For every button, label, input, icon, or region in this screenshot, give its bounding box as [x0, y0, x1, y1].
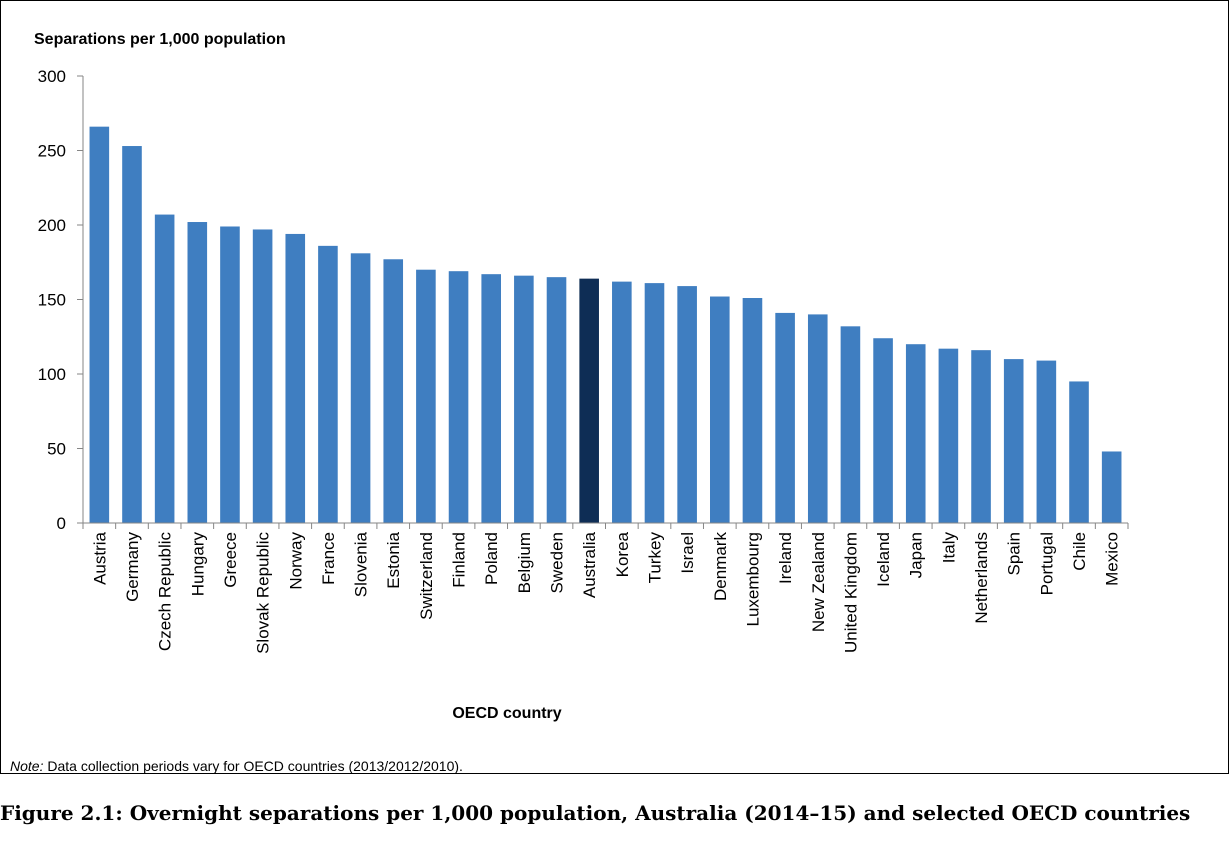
y-tick-label: 300	[38, 67, 66, 86]
bar-greece	[220, 226, 240, 524]
bar-switzerland	[416, 269, 436, 523]
x-tick-label: Ireland	[776, 532, 795, 584]
bar-belgium	[514, 275, 534, 523]
x-tick-label: Slovak Republic	[254, 532, 273, 654]
bar-norway	[285, 233, 306, 523]
bar-denmark	[710, 296, 730, 523]
x-tick-label: Austria	[90, 531, 109, 584]
chart-note: Note: Data collection periods vary for O…	[10, 758, 463, 774]
x-tick-label: Belgium	[515, 532, 534, 593]
bar-sweden	[546, 277, 567, 523]
y-tick-label: 0	[57, 514, 66, 533]
bar-czech-republic	[154, 214, 175, 523]
bar-hungary	[187, 222, 208, 523]
chart-frame: Separations per 1,000 population 0 50 100 1…	[0, 0, 1229, 774]
y-tick-label: 200	[38, 216, 66, 235]
x-tick-label: Japan	[907, 532, 926, 578]
x-tick-label: Korea	[613, 531, 632, 577]
bar-italy	[938, 348, 959, 523]
y-axis: 0 50 100 150 200 250 300	[38, 67, 84, 533]
x-axis-title: OECD country	[452, 705, 561, 722]
bar-japan	[905, 344, 926, 523]
bar-portugal	[1036, 360, 1057, 523]
bar-australia	[579, 278, 599, 523]
x-tick-label: Israel	[678, 532, 697, 574]
x-tick-label: New Zealand	[809, 532, 828, 632]
note-text: Data collection periods vary for OECD co…	[43, 758, 463, 774]
x-tick-label: Denmark	[711, 532, 730, 601]
x-tick-label: Iceland	[874, 532, 893, 587]
y-tick-label: 150	[38, 291, 66, 310]
bar-chart: Separations per 1,000 population 0 50 100 1…	[34, 31, 1129, 722]
x-tick-label: Czech Republic	[156, 532, 175, 652]
x-tick-label: Sweden	[548, 532, 567, 593]
x-tick-label: Netherlands	[972, 532, 991, 624]
bar-estonia	[383, 259, 404, 523]
x-tick-label: Italy	[939, 532, 958, 564]
x-tick-label: Luxembourg	[743, 532, 762, 627]
x-axis: Austria Germany Czech Republic Hungary Greec…	[82, 522, 1129, 654]
bar-slovenia	[350, 253, 371, 523]
bar-finland	[448, 271, 469, 523]
bar-netherlands	[971, 350, 991, 523]
bar-iceland	[873, 338, 893, 523]
x-tick-label: Hungary	[188, 532, 207, 597]
x-tick-label: Spain	[1005, 532, 1024, 575]
bar-chile	[1069, 381, 1089, 523]
bar-turkey	[644, 283, 665, 523]
x-tick-label: United Kingdom	[841, 532, 860, 653]
x-tick-label: Chile	[1070, 532, 1089, 571]
x-tick-label: Finland	[450, 532, 469, 588]
x-tick-label: Poland	[482, 532, 501, 585]
bar-austria	[89, 126, 110, 523]
bar-israel	[677, 286, 697, 523]
bar-new-zealand	[807, 314, 828, 523]
bar-poland	[481, 274, 501, 523]
figure-caption: Figure 2.1: Overnight separations per 1,…	[0, 801, 1191, 825]
y-tick-label: 100	[38, 365, 66, 384]
bar-korea	[612, 281, 632, 523]
y-tick-label: 50	[47, 440, 66, 459]
x-tick-label: Switzerland	[417, 532, 436, 620]
bars	[89, 126, 1122, 524]
x-tick-label: Greece	[221, 532, 240, 588]
bar-mexico	[1101, 451, 1122, 523]
x-tick-label: Australia	[580, 531, 599, 598]
bar-united-kingdom	[840, 326, 861, 523]
bar-france	[318, 245, 338, 524]
x-tick-label: Germany	[123, 532, 142, 602]
bar-spain	[1003, 359, 1024, 523]
bar-luxembourg	[742, 298, 763, 523]
bar-ireland	[775, 312, 795, 523]
x-tick-label: Mexico	[1103, 532, 1122, 586]
note-lead: Note:	[10, 758, 44, 774]
x-tick-label: France	[319, 532, 338, 585]
y-axis-title: Separations per 1,000 population	[34, 31, 286, 48]
x-tick-label: Portugal	[1037, 532, 1056, 595]
bar-germany	[122, 146, 142, 523]
x-tick-label: Estonia	[384, 531, 403, 588]
x-tick-label: Turkey	[645, 532, 664, 584]
bar-slovak-republic	[252, 229, 273, 523]
x-tick-label: Norway	[286, 532, 305, 590]
x-tick-label: Slovenia	[352, 531, 371, 597]
y-tick-label: 250	[38, 142, 66, 161]
